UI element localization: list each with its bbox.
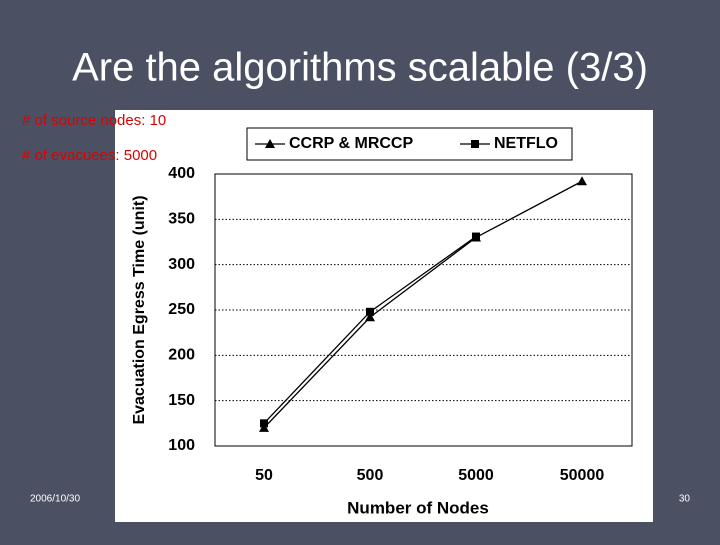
marker — [577, 176, 587, 186]
y-tick-label: 200 — [168, 347, 195, 364]
legend-marker — [265, 139, 275, 148]
series-line — [263, 180, 583, 429]
marker — [472, 232, 480, 241]
y-tick-label: 300 — [168, 256, 195, 273]
x-tick-label: 5000 — [458, 467, 494, 484]
x-tick-label: 500 — [357, 467, 384, 484]
x-axis-label: Number of Nodes — [347, 498, 489, 517]
x-tick-label: 50000 — [560, 467, 605, 484]
marker — [365, 312, 375, 322]
page-number: 30 — [679, 494, 691, 505]
marker — [366, 307, 374, 316]
legend-label: NETFLO — [494, 135, 558, 152]
y-tick-label: 250 — [168, 301, 195, 318]
legend — [246, 127, 573, 161]
y-tick-label: 100 — [168, 437, 195, 454]
date: 2006/10/30 — [30, 494, 80, 505]
note: # of source nodes: 10 — [22, 112, 166, 129]
y-tick-label: 400 — [168, 165, 195, 182]
note: # of evacuees: 5000 — [22, 147, 157, 164]
marker — [260, 419, 268, 428]
legend-label: CCRP & MRCCP — [289, 135, 413, 152]
y-tick-label: 350 — [168, 211, 195, 228]
y-axis-label: Evacuation Egress Time (unit) — [131, 195, 148, 424]
chart-image — [115, 110, 653, 522]
marker — [259, 422, 269, 432]
y-tick-label: 150 — [168, 392, 195, 409]
slide-title: Are the algorithms scalable (3/3) — [72, 46, 648, 90]
x-tick-label: 50 — [255, 467, 273, 484]
legend-marker — [471, 140, 479, 148]
plot-frame — [214, 173, 633, 447]
